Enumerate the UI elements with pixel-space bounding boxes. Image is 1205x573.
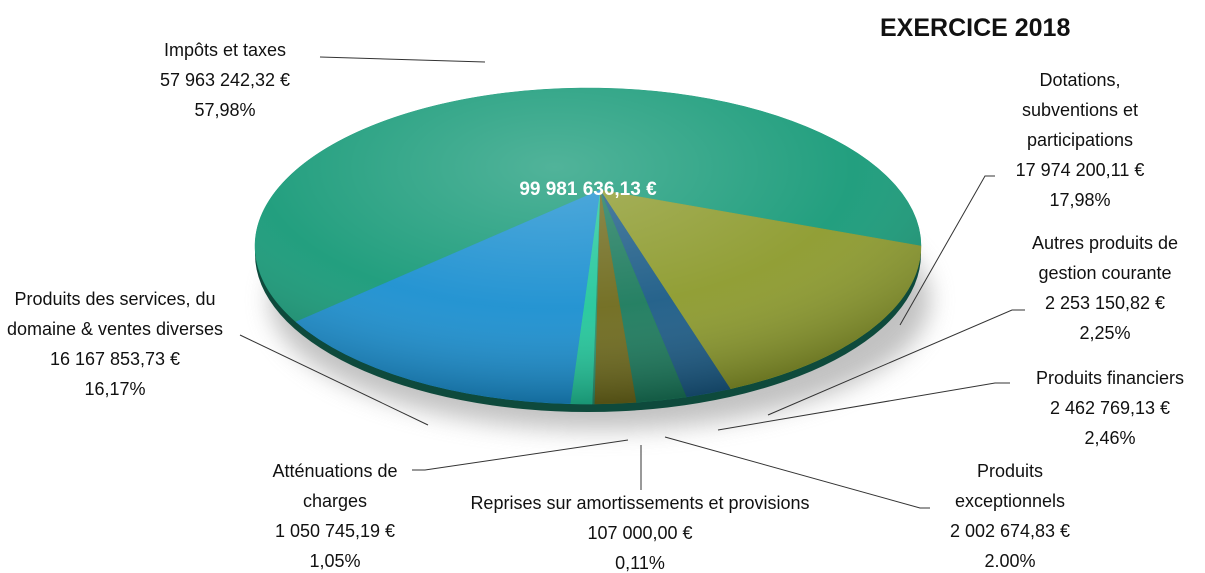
category-label: Autres produits de gestion courante (1031, 233, 1179, 283)
value-label: 57 963 242,32 € (159, 70, 291, 90)
value-label: 2 002 674,83 € (949, 521, 1071, 541)
percent-label: 0,11% (615, 553, 665, 573)
leader-line (239, 334, 429, 426)
category-label: Produits financiers (1035, 368, 1185, 388)
leader-line (319, 56, 486, 63)
chart-title: EXERCICE 2018 (880, 14, 1071, 42)
percent-label: 16,17% (84, 379, 146, 399)
slice-label: Impôts et taxes 57 963 242,32 € 57,98% (110, 35, 340, 125)
percent-label: 2.00% (984, 551, 1036, 571)
value-label: 2 462 769,13 € (1049, 398, 1171, 418)
value-label: 1 050 745,19 € (274, 521, 396, 541)
value-label: 107 000,00 € (587, 523, 693, 543)
category-label: Produits exceptionnels (954, 461, 1066, 511)
slice-label: Produits financiers 2 462 769,13 € 2,46% (1005, 363, 1205, 453)
total-label: 99 981 636,13 € (519, 179, 657, 200)
category-label: Dotations, subventions et participations (1021, 70, 1139, 150)
value-label: 17 974 200,11 € (1015, 160, 1145, 180)
slice-label: Atténuations de charges 1 050 745,19 € 1,0… (255, 456, 415, 573)
percent-label: 2,25% (1079, 323, 1131, 343)
leader-line (717, 382, 1010, 431)
leader-line (412, 439, 629, 471)
slice-label: Autres produits de gestion courante 2 253… (1005, 228, 1205, 348)
leader-line (664, 436, 930, 509)
value-label: 16 167 853,73 € (49, 349, 181, 369)
category-label: Atténuations de charges (272, 461, 398, 511)
leader-line (767, 309, 1025, 416)
percent-label: 57,98% (194, 100, 256, 120)
slice-label: Dotations, subventions et participations… (1000, 65, 1160, 215)
slice-label: Produits exceptionnels 2 002 674,83 € 2.00… (930, 456, 1090, 573)
leader-line (899, 175, 995, 326)
percent-label: 2,46% (1084, 428, 1136, 448)
category-label: Reprises sur amortissements et provision… (470, 493, 810, 513)
slice-label: Reprises sur amortissements et provision… (410, 488, 870, 573)
percent-label: 1,05% (309, 551, 361, 571)
slice-label: Produits des services, du domaine & vent… (0, 284, 235, 404)
leader-lines (239, 56, 1025, 509)
category-label: Impôts et taxes (163, 40, 287, 60)
value-label: 2 253 150,82 € (1044, 293, 1166, 313)
percent-label: 17,98% (1049, 190, 1111, 210)
category-label: Produits des services, du domaine & vent… (6, 289, 224, 339)
